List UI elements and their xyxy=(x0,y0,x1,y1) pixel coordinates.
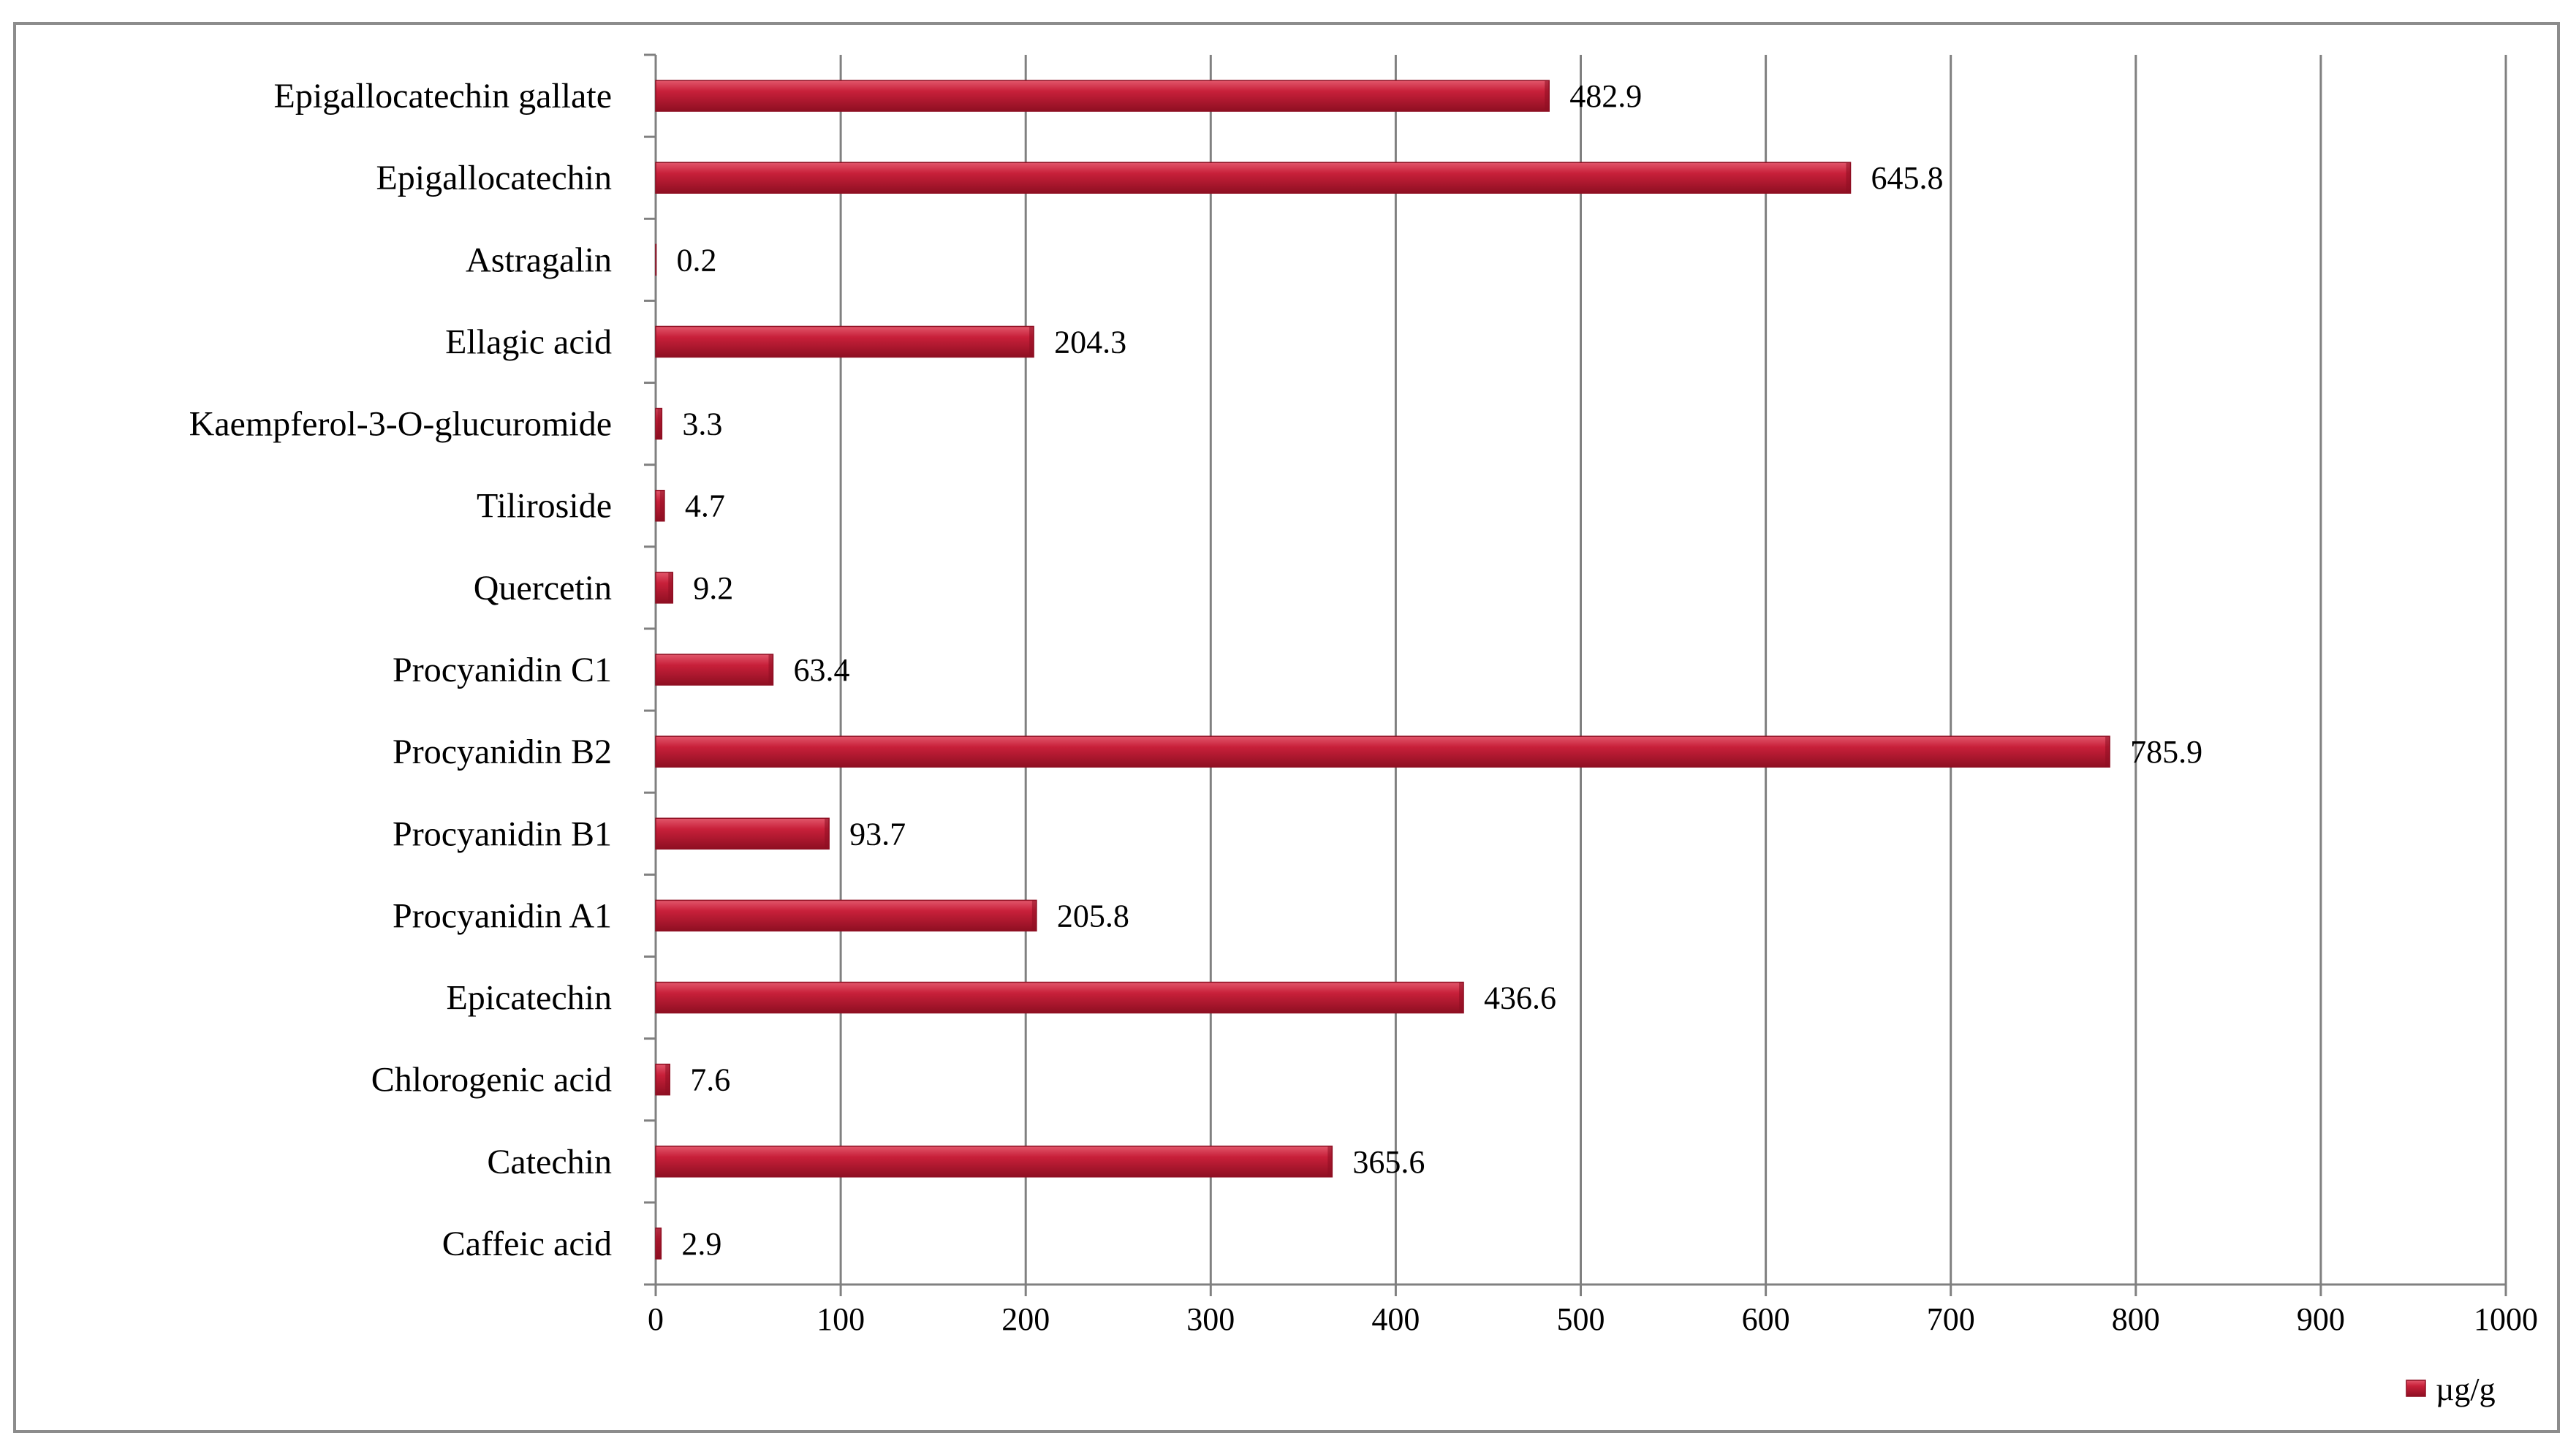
category-label: Procyanidin A1 xyxy=(393,896,612,935)
data-label: 204.3 xyxy=(1054,324,1126,360)
data-label: 436.6 xyxy=(1484,980,1556,1016)
x-tick-label: 1000 xyxy=(2474,1301,2538,1337)
bars xyxy=(655,80,2110,1260)
bar-end-cap xyxy=(665,1064,670,1095)
category-label: Ellagic acid xyxy=(445,322,612,361)
x-tick-label: 500 xyxy=(1557,1301,1605,1337)
bar-end-cap xyxy=(2105,736,2110,768)
bar-end-cap xyxy=(656,1227,662,1259)
bar xyxy=(655,735,2110,768)
category-label: Procyanidin B2 xyxy=(393,733,612,771)
bar-end-cap xyxy=(1029,326,1034,357)
category-label: Kaempferol-3-O-glucuromide xyxy=(189,405,612,444)
axes xyxy=(644,53,2507,1296)
category-label: Astragalin xyxy=(466,241,612,279)
legend-swatch xyxy=(2406,1380,2426,1397)
x-tick-label: 700 xyxy=(1927,1301,1975,1337)
category-label: Caffeic acid xyxy=(442,1225,612,1263)
data-label: 7.6 xyxy=(690,1062,730,1098)
x-tick-label: 400 xyxy=(1371,1301,1420,1337)
data-label: 205.8 xyxy=(1057,898,1129,934)
bar-end-cap xyxy=(1846,162,1851,194)
bar xyxy=(655,817,830,850)
x-tick-label: 600 xyxy=(1742,1301,1790,1337)
bar-end-cap xyxy=(1545,80,1550,112)
bar-end-cap xyxy=(768,654,773,685)
bar-end-cap xyxy=(668,572,673,603)
bar-end-cap xyxy=(1031,900,1037,931)
bar-end-cap xyxy=(659,490,664,521)
x-tick-label: 200 xyxy=(1001,1301,1050,1337)
bar xyxy=(655,80,1550,112)
data-label: 0.2 xyxy=(677,242,717,278)
bar xyxy=(655,654,774,686)
x-tick-label: 800 xyxy=(2112,1301,2160,1337)
legend-label: µg/g xyxy=(2436,1372,2496,1407)
data-label: 4.7 xyxy=(685,488,725,524)
bar xyxy=(655,162,1852,194)
data-label: 645.8 xyxy=(1871,160,1944,196)
legend: µg/g xyxy=(2406,1372,2496,1407)
gridlines xyxy=(839,55,2507,1285)
bar xyxy=(655,981,1464,1014)
category-label: Epigallocatechin xyxy=(376,159,612,197)
bar-end-cap xyxy=(1459,982,1464,1013)
x-tick-label: 900 xyxy=(2297,1301,2345,1337)
category-label: Catechin xyxy=(487,1143,612,1181)
category-label: Procyanidin B1 xyxy=(393,814,612,853)
category-label: Quercetin xyxy=(474,569,612,608)
x-tick-label: 100 xyxy=(817,1301,865,1337)
bar xyxy=(655,899,1037,932)
labels: 0 100 200 300 400 500 600 700 800 900 1000 Caffeic … xyxy=(189,77,2538,1337)
category-label: Chlorogenic acid xyxy=(371,1061,612,1100)
category-label: Epicatechin xyxy=(446,979,612,1018)
bar xyxy=(655,1146,1333,1178)
bar-end-cap xyxy=(657,408,662,439)
data-label: 2.9 xyxy=(681,1226,721,1262)
data-label: 93.7 xyxy=(849,816,906,852)
bar-end-cap xyxy=(1327,1146,1333,1177)
data-label: 482.9 xyxy=(1569,78,1642,114)
data-label: 3.3 xyxy=(682,406,722,442)
category-label: Epigallocatechin gallate xyxy=(274,77,612,116)
category-label: Tiliroside xyxy=(477,487,612,526)
data-label: 9.2 xyxy=(693,570,733,606)
bar-end-cap xyxy=(825,818,830,850)
x-tick-label: 0 xyxy=(648,1301,664,1337)
data-label: 63.4 xyxy=(793,652,849,688)
category-label: Procyanidin C1 xyxy=(393,651,612,689)
data-label: 365.6 xyxy=(1352,1144,1425,1180)
x-tick-label: 300 xyxy=(1186,1301,1235,1337)
data-label: 785.9 xyxy=(2130,734,2202,770)
bar xyxy=(655,325,1034,358)
